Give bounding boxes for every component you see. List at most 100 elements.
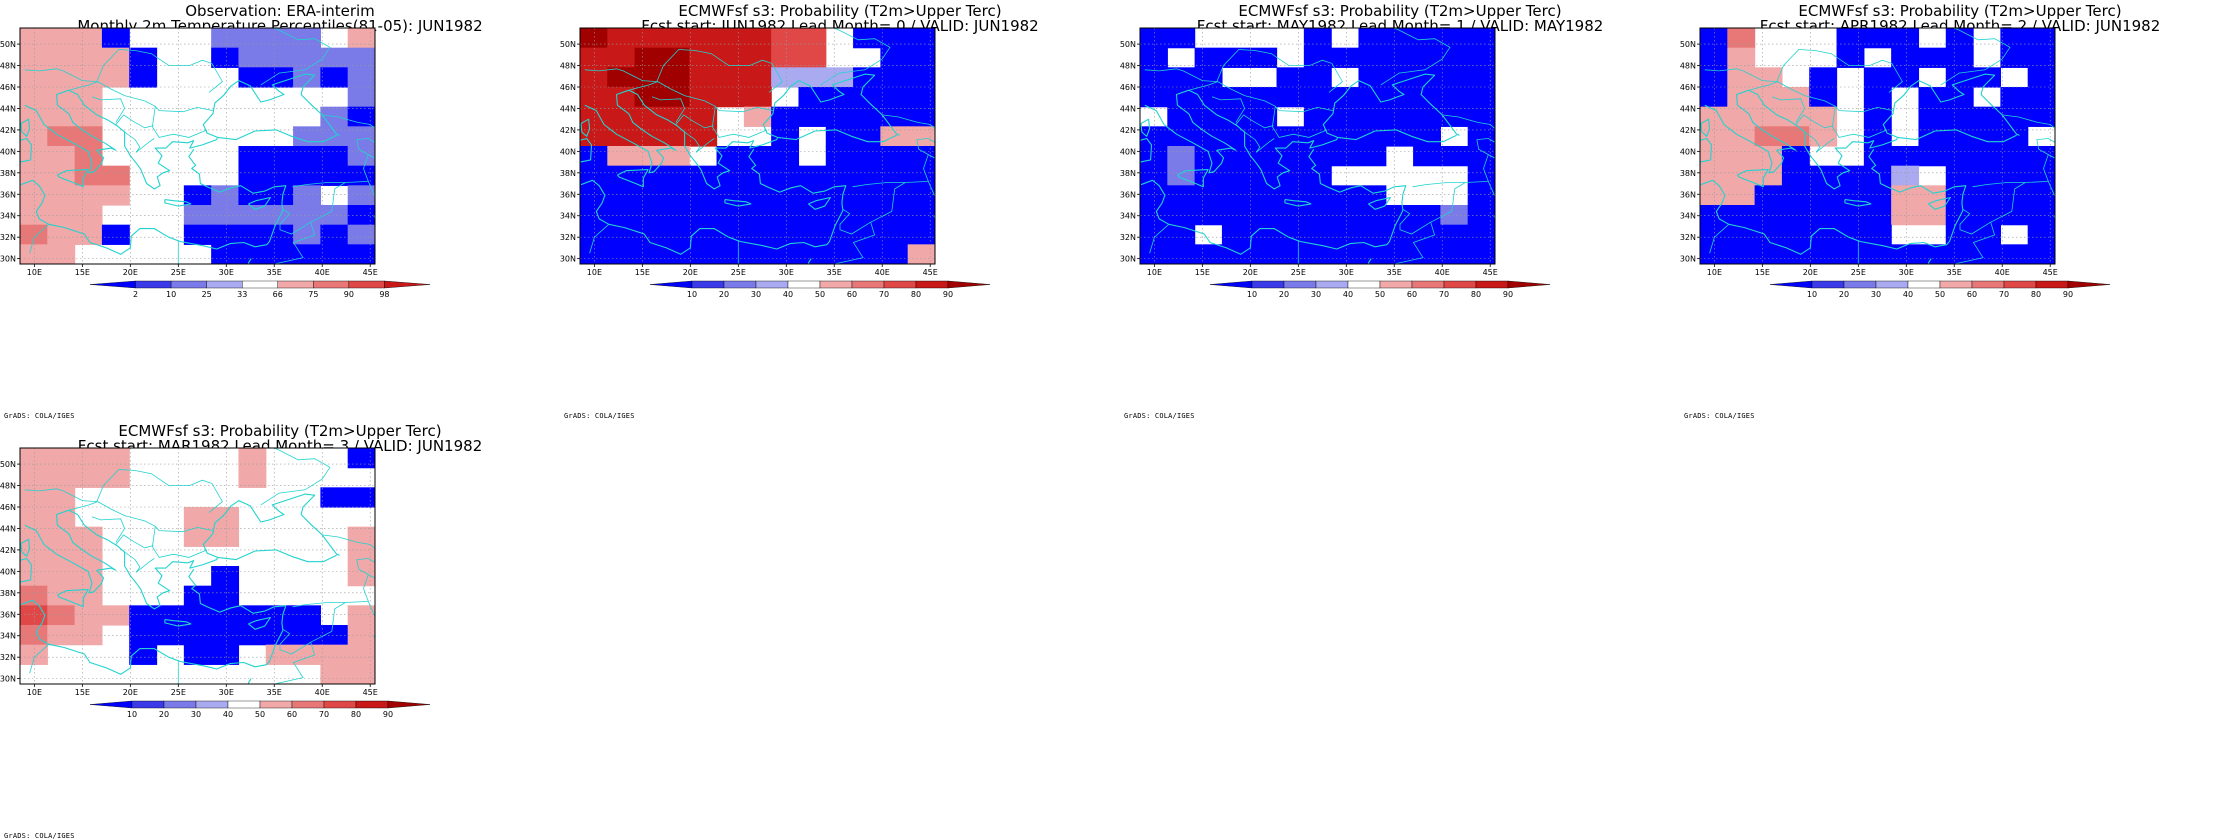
country-border bbox=[1704, 49, 1903, 93]
map-field bbox=[1140, 28, 1495, 264]
grid-cell bbox=[1700, 87, 1728, 108]
grid-cell bbox=[1891, 185, 1920, 206]
grid-cell bbox=[607, 47, 636, 68]
grid-cell bbox=[771, 185, 800, 206]
grid-cell bbox=[1358, 146, 1387, 167]
country-border bbox=[29, 644, 50, 674]
borders bbox=[1144, 28, 1495, 264]
country-border bbox=[675, 114, 714, 129]
country-border bbox=[820, 28, 891, 86]
colorbar-segment bbox=[851, 280, 885, 289]
x-tick-label: 20E bbox=[123, 268, 138, 277]
grid-cell bbox=[1140, 205, 1168, 226]
colorbar-segment bbox=[1443, 280, 1477, 289]
grid-cell bbox=[716, 185, 745, 206]
country-border bbox=[1831, 106, 1888, 138]
y-tick-label: 36N bbox=[0, 610, 16, 619]
grid-cell bbox=[238, 47, 267, 68]
colorbar-label: 10 bbox=[1247, 290, 1257, 299]
y-tick-label: 48N bbox=[0, 482, 16, 491]
grid-cell bbox=[716, 224, 745, 245]
grid-cell bbox=[238, 625, 267, 646]
grid-cell bbox=[320, 47, 349, 68]
grid-cell bbox=[853, 205, 881, 226]
country-border bbox=[1748, 81, 1893, 113]
grid-cell bbox=[2027, 185, 2055, 206]
grid-cell bbox=[183, 185, 212, 206]
grid-cell bbox=[1221, 47, 1250, 68]
colorbar-segment bbox=[277, 280, 314, 289]
grid-cell bbox=[1700, 165, 1728, 186]
grid-cell bbox=[771, 67, 800, 88]
grid-cell bbox=[74, 526, 103, 547]
grid-cell bbox=[1700, 106, 1728, 127]
grid-cell bbox=[47, 585, 76, 606]
country-border bbox=[367, 181, 375, 219]
colorbar-label: 33 bbox=[237, 290, 247, 299]
grid-cell bbox=[907, 205, 935, 226]
grid-cell bbox=[1727, 185, 1756, 206]
colorbar: 10 20 30 40 50 60 70 80 90 bbox=[1769, 280, 2111, 299]
grid-cell bbox=[771, 165, 800, 186]
grid-cell bbox=[1331, 47, 1360, 68]
panel-lead1: ECMWFsf s3: Probability (T2m>Upper Terc)… bbox=[1120, 0, 1680, 421]
grid-cell bbox=[880, 146, 909, 167]
grid-cell bbox=[1140, 165, 1168, 186]
grid-cell bbox=[1863, 205, 1892, 226]
grid-cell bbox=[1331, 244, 1360, 264]
coastline bbox=[164, 199, 192, 207]
coastline bbox=[777, 129, 897, 143]
country-border bbox=[928, 154, 935, 159]
coastlines bbox=[580, 73, 900, 264]
grid-cell bbox=[1863, 106, 1892, 127]
grid-cell bbox=[347, 205, 375, 226]
x-tick-label: 45E bbox=[363, 268, 378, 277]
grid-cell bbox=[880, 244, 909, 264]
grid-cell bbox=[183, 625, 212, 646]
country-border bbox=[68, 501, 213, 533]
grid-cell bbox=[101, 605, 130, 626]
grid-cell bbox=[211, 507, 240, 528]
grid-cell bbox=[743, 165, 772, 186]
grads-credit: GrADS: COLA/IGES bbox=[4, 832, 75, 840]
colorbar-segment bbox=[355, 700, 389, 709]
coastline bbox=[1844, 199, 1872, 207]
x-tick-label: 25E bbox=[731, 268, 746, 277]
map-lead3: 10E 15E 20E 25E 30E 35E 40E 45E 50N 48N 46N 44N 42N 4… bbox=[0, 447, 431, 719]
y-tick-label: 48N bbox=[1680, 62, 1696, 71]
grid-cell bbox=[1140, 224, 1168, 245]
grid-cell bbox=[211, 526, 240, 547]
grid-cell bbox=[347, 664, 375, 684]
colorbar-label: 66 bbox=[273, 290, 283, 299]
grid-cell bbox=[580, 47, 608, 68]
grid-cell bbox=[74, 605, 103, 626]
grid-cell bbox=[347, 185, 375, 206]
coastline bbox=[20, 568, 287, 675]
grid-cell bbox=[634, 146, 663, 167]
colorbar-label: 10 bbox=[127, 710, 137, 719]
grid-cell bbox=[20, 605, 48, 626]
grid-cell bbox=[1331, 224, 1360, 245]
grid-cell bbox=[238, 28, 267, 49]
grid-cell bbox=[689, 106, 718, 127]
grid-cell bbox=[607, 87, 636, 108]
grid-cell bbox=[580, 205, 608, 226]
grid-cell bbox=[265, 205, 294, 226]
grid-cell bbox=[1700, 185, 1728, 206]
country-border bbox=[115, 534, 154, 549]
graticule bbox=[20, 28, 375, 264]
colorbar-label: 80 bbox=[1471, 290, 1481, 299]
grid-cell bbox=[20, 126, 48, 147]
country-border bbox=[684, 131, 715, 153]
x-tick-label: 40E bbox=[1435, 268, 1450, 277]
y-tick-label: 32N bbox=[560, 233, 576, 242]
y-tick-label: 44N bbox=[560, 104, 576, 113]
grid-cell bbox=[661, 185, 690, 206]
coastline bbox=[1367, 258, 1372, 264]
grid-cell bbox=[689, 185, 718, 206]
grid-cell bbox=[347, 448, 375, 469]
grid-cell bbox=[1781, 205, 1810, 226]
grid-cell bbox=[211, 244, 240, 264]
coastline bbox=[24, 89, 117, 174]
grid-cell bbox=[743, 87, 772, 108]
